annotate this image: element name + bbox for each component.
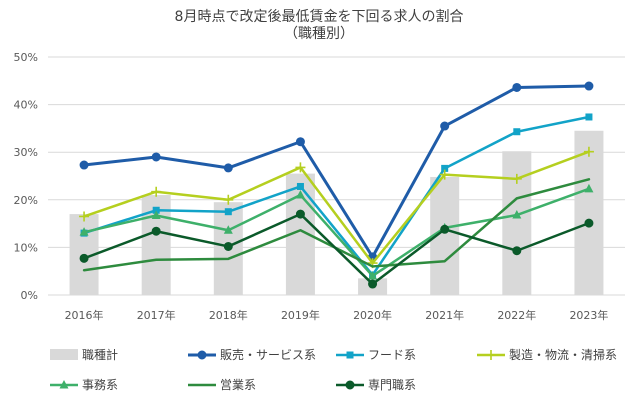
data-point	[512, 82, 522, 92]
data-point	[368, 270, 378, 280]
legend-item: 営業系	[188, 378, 256, 392]
data-point	[79, 253, 89, 263]
legend-item: 販売・サービス系	[188, 347, 316, 362]
legend-marker	[486, 350, 496, 360]
series-line	[82, 115, 591, 277]
x-tick-label: 2020年	[353, 308, 392, 322]
x-axis: 2016年 2017年 2018年 2019年 2020年 2021年 2022年 2023年	[65, 308, 609, 322]
data-point	[223, 241, 233, 251]
y-tick-label: 10%	[14, 241, 38, 254]
bar-total	[574, 130, 604, 295]
data-point	[151, 210, 161, 220]
legend-marker	[346, 351, 354, 359]
data-point	[511, 173, 522, 184]
data-point	[295, 162, 306, 173]
y-tick-label: 30%	[14, 146, 38, 159]
line-series	[79, 81, 594, 289]
bar-total	[502, 151, 532, 295]
y-tick-label: 20%	[14, 194, 38, 207]
data-point	[151, 226, 161, 236]
data-point	[224, 208, 232, 216]
legend-label: 製造・物流・清掃系	[509, 347, 617, 362]
legend-label: 販売・サービス系	[220, 347, 316, 362]
x-tick-label: 2022年	[497, 308, 536, 322]
x-tick-label: 2016年	[65, 308, 104, 322]
data-point	[584, 218, 594, 228]
legend-item: 専門職系	[336, 378, 416, 392]
data-point	[439, 169, 450, 180]
data-point	[295, 209, 305, 219]
data-point	[223, 163, 233, 173]
x-tick-label: 2017年	[137, 308, 176, 322]
legend-label: フード系	[368, 348, 416, 362]
series-line	[82, 84, 591, 259]
data-point	[583, 146, 594, 157]
data-point	[223, 225, 233, 234]
data-point	[441, 164, 449, 172]
data-point	[295, 137, 305, 147]
legend-label: 専門職系	[368, 378, 416, 392]
chart-title: 8月時点で改定後最低賃金を下回る求人の割合	[175, 8, 464, 25]
legend-item: 製造・物流・清掃系	[477, 347, 617, 362]
y-axis: 0% 10% 20% 30% 40% 50%	[14, 51, 38, 302]
y-tick-label: 0%	[21, 289, 38, 302]
data-point	[440, 224, 450, 234]
data-point	[151, 186, 162, 197]
chart-subtitle: （職種別）	[284, 26, 354, 42]
data-point	[152, 206, 160, 214]
x-tick-label: 2023年	[569, 308, 608, 322]
legend-marker	[59, 380, 69, 389]
y-tick-label: 50%	[14, 51, 38, 64]
legend-swatch	[50, 349, 78, 360]
data-point	[512, 246, 522, 256]
x-tick-label: 2019年	[281, 308, 320, 322]
data-point	[296, 182, 304, 190]
legend-label: 営業系	[220, 378, 256, 392]
data-point	[585, 113, 593, 121]
gridlines	[48, 56, 625, 296]
legend-item: 事務系	[50, 378, 118, 392]
legend-marker	[345, 380, 355, 390]
legend-item: 職種計	[50, 347, 118, 362]
legend-marker	[197, 350, 207, 360]
data-point	[368, 279, 378, 289]
data-point	[513, 128, 521, 136]
x-tick-label: 2021年	[425, 308, 464, 322]
data-point	[584, 81, 594, 91]
data-point	[440, 121, 450, 131]
series-6	[79, 209, 594, 289]
series-1	[79, 81, 594, 262]
series-line	[82, 150, 591, 265]
data-point	[295, 190, 305, 199]
legend-item: フード系	[336, 348, 416, 362]
data-point	[512, 210, 522, 219]
series-line	[82, 212, 591, 286]
data-point	[79, 227, 89, 236]
data-point	[79, 160, 89, 170]
data-point	[151, 152, 161, 162]
x-tick-label: 2018年	[209, 308, 248, 322]
series-line	[82, 187, 591, 278]
data-point	[584, 183, 594, 193]
data-point	[79, 211, 90, 222]
legend-label: 事務系	[82, 378, 118, 392]
data-point	[223, 194, 234, 205]
series-4	[79, 183, 594, 280]
y-tick-label: 40%	[14, 99, 38, 112]
legend-label: 職種計	[82, 347, 118, 362]
